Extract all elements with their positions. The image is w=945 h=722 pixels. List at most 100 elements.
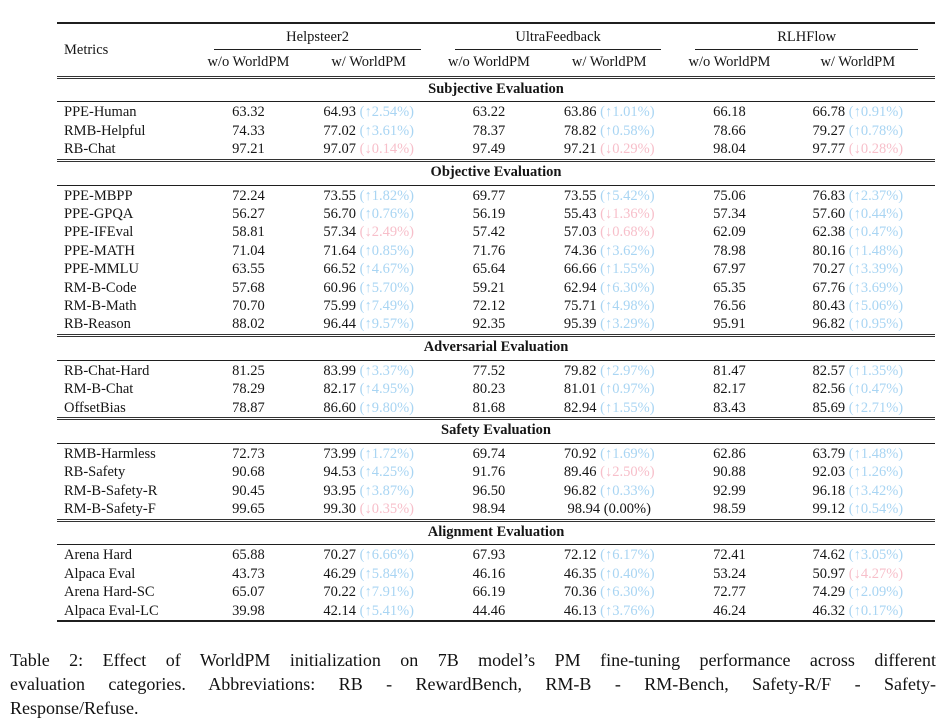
score-with-worldpm: 86.60 (↑9.80%): [300, 399, 438, 419]
score-value: 80.43: [812, 297, 849, 314]
delta-up: (↑1.01%): [600, 104, 655, 121]
score-value: 72.12: [563, 547, 601, 564]
metric-name: PPE-IFEval: [64, 224, 134, 241]
score-value: 46.35: [563, 565, 601, 582]
score-value: 74.62: [812, 547, 849, 564]
metric-name: RM-B-Chat: [64, 381, 134, 398]
score-value: 55.43: [563, 205, 601, 222]
score-with-worldpm: 63.79 (↑1.48%): [781, 443, 935, 463]
score-with-worldpm: 50.97 (↓4.27%): [781, 565, 935, 583]
score-value: 42.14: [323, 602, 360, 619]
score-value: 93.95: [323, 482, 360, 499]
score-without-worldpm: 44.46: [472, 602, 506, 619]
score-value: 74.36: [563, 242, 601, 259]
score-with-worldpm: 93.95 (↑3.87%): [300, 482, 438, 500]
score-with-worldpm: 57.34 (↓2.49%): [300, 224, 438, 242]
score-with-worldpm: 80.43 (↑5.06%): [781, 297, 935, 315]
table-row: RM-B-Safety-F 99.65 99.30 (↓0.35%) 98.94 98.…: [57, 501, 935, 521]
score-with-worldpm: 62.38 (↑0.47%): [781, 224, 935, 242]
score-value: 96.18: [812, 482, 849, 499]
score-value: 73.99: [323, 445, 360, 462]
score-value: 70.22: [323, 584, 360, 601]
score-value: 46.29: [323, 565, 360, 582]
paper-page: Metrics Helpsteer2 UltraFeedback RLHFlow…: [0, 22, 945, 722]
score-value: 85.69: [812, 399, 849, 416]
table-row: RMB-Harmless 72.73 73.99 (↑1.72%) 69.74 70.9…: [57, 443, 935, 463]
score-with-worldpm: 83.99 (↑3.37%): [300, 360, 438, 380]
score-without-worldpm: 78.98: [713, 242, 746, 259]
delta-up: (↑0.33%): [600, 482, 655, 499]
delta-up: (↑2.97%): [600, 362, 655, 379]
metric-name: RB-Chat-Hard: [64, 362, 150, 379]
subheader-with-worldpm: w/ WorldPM: [820, 54, 896, 70]
score-with-worldpm: 81.01 (↑0.97%): [540, 381, 678, 399]
table-caption: Table 2: Effect of WorldPM initializatio…: [10, 649, 936, 720]
delta-up: (↑9.57%): [359, 316, 414, 333]
score-value: 79.27: [812, 122, 849, 139]
group-header-rlhflow: RLHFlow: [678, 23, 935, 51]
metric-name: RMB-Harmless: [64, 445, 156, 462]
score-without-worldpm: 69.74: [472, 445, 506, 462]
score-with-worldpm: 96.82 (↑0.33%): [540, 482, 678, 500]
score-without-worldpm: 67.97: [713, 261, 746, 278]
table-row: RB-Chat-Hard 81.25 83.99 (↑3.37%) 77.52 79.8…: [57, 360, 935, 380]
score-value: 57.34: [323, 224, 360, 241]
score-without-worldpm: 66.19: [472, 584, 506, 601]
delta-down: (↓0.29%): [600, 141, 655, 158]
delta-up: (↑9.80%): [359, 399, 414, 416]
metric-name: RB-Chat: [64, 141, 116, 158]
metric-name: RM-B-Safety-R: [64, 482, 158, 499]
score-value: 63.86: [563, 104, 601, 121]
score-with-worldpm: 74.29 (↑2.09%): [781, 584, 935, 602]
score-value: 66.52: [323, 261, 360, 278]
section-row: Adversarial Evaluation: [57, 334, 935, 361]
section-row: Subjective Evaluation: [57, 75, 935, 103]
score-with-worldpm: 56.70 (↑0.76%): [300, 205, 438, 223]
score-with-worldpm: 66.78 (↑0.91%): [781, 102, 935, 122]
score-value: 98.94: [567, 501, 604, 518]
subheader-with-worldpm: w/ WorldPM: [331, 54, 407, 70]
score-without-worldpm: 57.34: [713, 205, 746, 222]
table-row: Arena Hard 65.88 70.27 (↑6.66%) 67.93 72.12 …: [57, 545, 935, 565]
table-row: PPE-MMLU 63.55 66.52 (↑4.67%) 65.64 66.66 (↑…: [57, 261, 935, 279]
score-with-worldpm: 73.55 (↑5.42%): [540, 185, 678, 205]
delta-up: (↑0.76%): [359, 205, 414, 222]
score-without-worldpm: 75.06: [713, 187, 746, 204]
delta-up: (↑3.37%): [359, 362, 414, 379]
delta-up: (↑0.47%): [848, 381, 904, 398]
metric-name: PPE-MMLU: [64, 261, 139, 278]
score-without-worldpm: 74.33: [232, 122, 265, 139]
score-without-worldpm: 92.99: [713, 482, 746, 499]
score-value: 71.64: [323, 242, 360, 259]
score-value: 74.29: [812, 584, 849, 601]
score-with-worldpm: 70.27 (↑3.39%): [781, 261, 935, 279]
delta-up: (↑1.72%): [359, 445, 414, 462]
score-value: 94.53: [323, 464, 360, 481]
score-value: 99.12: [812, 501, 849, 518]
table-row: Alpaca Eval-LC 39.98 42.14 (↑5.41%) 44.46 46…: [57, 602, 935, 621]
metric-name: RB-Reason: [64, 316, 131, 333]
score-with-worldpm: 71.64 (↑0.85%): [300, 242, 438, 260]
score-with-worldpm: 95.39 (↑3.29%): [540, 316, 678, 336]
score-value: 79.82: [563, 362, 601, 379]
table-row: RB-Safety 90.68 94.53 (↑4.25%) 91.76 89.46 (…: [57, 464, 935, 482]
score-value: 96.82: [812, 316, 849, 333]
delta-up: (↑5.42%): [600, 187, 655, 204]
metric-name: OffsetBias: [64, 399, 126, 416]
delta-down: (↓2.50%): [600, 464, 655, 481]
score-with-worldpm: 82.94 (↑1.55%): [540, 399, 678, 419]
score-with-worldpm: 67.76 (↑3.69%): [781, 279, 935, 297]
score-with-worldpm: 62.94 (↑6.30%): [540, 279, 678, 297]
table-body: Subjective Evaluation PPE-Human 63.32 64.93…: [57, 75, 935, 622]
delta-up: (↑3.87%): [359, 482, 414, 499]
score-with-worldpm: 46.32 (↑0.17%): [781, 602, 935, 621]
score-with-worldpm: 75.99 (↑7.49%): [300, 297, 438, 315]
score-value: 70.27: [323, 547, 360, 564]
score-without-worldpm: 65.64: [472, 261, 506, 278]
score-without-worldpm: 78.87: [232, 399, 265, 416]
score-value: 96.44: [323, 316, 360, 333]
score-value: 67.76: [812, 279, 849, 296]
metric-name: PPE-MBPP: [64, 187, 133, 204]
group-header-helpsteer2: Helpsteer2: [197, 23, 438, 51]
delta-up: (↑3.29%): [600, 316, 655, 333]
